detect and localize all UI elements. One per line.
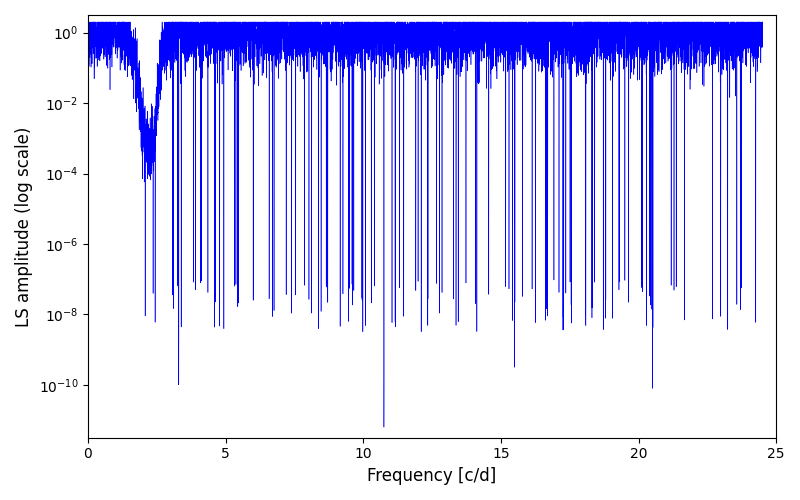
X-axis label: Frequency [c/d]: Frequency [c/d] xyxy=(367,467,497,485)
Y-axis label: LS amplitude (log scale): LS amplitude (log scale) xyxy=(15,126,33,326)
